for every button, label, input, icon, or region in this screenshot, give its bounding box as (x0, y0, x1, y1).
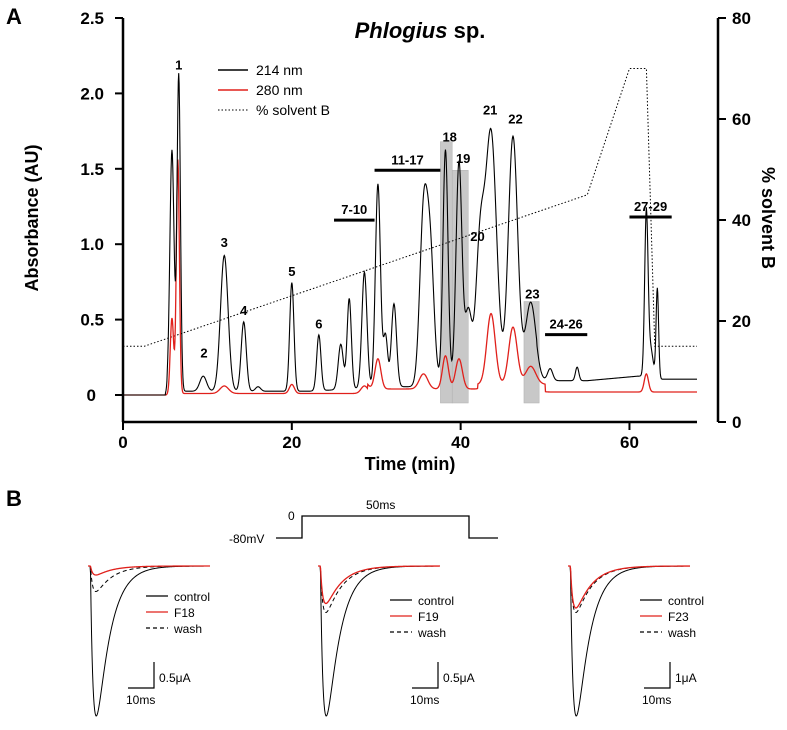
voltage-protocol: -80mV 0 50ms (229, 498, 498, 546)
trace-legend-label: control (418, 594, 454, 608)
legend-label: 280 nm (256, 82, 303, 98)
scale-bar (644, 662, 671, 689)
current-trace-group-3: control F23 wash 1μA 10ms (568, 565, 704, 717)
series-line-280nm (123, 159, 697, 396)
current-trace-group-1: control F18 wash 0.5μA 10ms (88, 565, 210, 717)
peak-label: 4 (240, 303, 248, 318)
series-line-solvent-b (123, 68, 697, 347)
peak-label: 2 (200, 345, 207, 360)
y-tick-label: 1.5 (80, 160, 104, 179)
title-species: Phlogius (355, 18, 448, 43)
shaded-fraction-23 (523, 301, 540, 404)
trace-legend-label: wash (667, 626, 696, 640)
series-line-214nm (123, 73, 697, 396)
range-labels: 7-10 11-17 24-26 27-29 (334, 152, 672, 337)
current-trace-group-2: control F19 wash 0.5μA 10ms (318, 565, 475, 717)
title-suffix: sp. (447, 18, 485, 43)
peak-label: 1 (175, 57, 182, 72)
scale-bar-x-label: 10ms (410, 693, 439, 707)
x-tick-label: 60 (620, 433, 639, 452)
scale-bar-y-label: 0.5μA (159, 671, 191, 685)
trace-legend-label: wash (173, 622, 202, 636)
trace-legend-label: F23 (668, 610, 689, 624)
protocol-step (276, 515, 498, 539)
peak-label: 22 (508, 112, 522, 127)
y-ticks-left: 0 0.5 1.0 1.5 2.0 2.5 (80, 9, 123, 405)
trace-legend-label: control (174, 590, 210, 604)
y2-tick-label: 20 (732, 312, 751, 331)
x-tick-label: 20 (282, 433, 301, 452)
range-label: 27-29 (634, 199, 667, 214)
legend-label: 214 nm (256, 62, 303, 78)
trace-legend-label: F19 (418, 610, 439, 624)
y2-tick-label: 40 (732, 211, 751, 230)
peak-label: 18 (442, 130, 456, 145)
y-ticks-right: 0 20 40 60 80 (718, 9, 751, 432)
y2-axis-label: % solvent B (758, 167, 778, 269)
x-tick-label: 40 (451, 433, 470, 452)
scale-bar-x-label: 10ms (126, 693, 155, 707)
trace-legend-label: F18 (174, 606, 195, 620)
peak-label: 23 (525, 286, 539, 301)
y-tick-label: 1.0 (80, 235, 104, 254)
scale-bar (412, 662, 439, 689)
scale-bar-y-label: 1μA (675, 671, 697, 685)
peak-label: 20 (470, 229, 484, 244)
y2-tick-label: 60 (732, 110, 751, 129)
panel-a-label: A (6, 4, 22, 29)
current-traces: control F18 wash 0.5μA 10ms control F19 wash 0.5… (88, 565, 704, 717)
trace-toxin (318, 565, 440, 605)
scale-bar-x-label: 10ms (642, 693, 671, 707)
y-tick-label: 2.5 (80, 9, 104, 28)
peak-label: 6 (315, 317, 322, 332)
trace-toxin (88, 565, 210, 576)
trace-control (568, 565, 690, 717)
y-tick-label: 0.5 (80, 311, 104, 330)
y-tick-label: 0 (87, 386, 96, 405)
x-tick-label: 0 (118, 433, 127, 452)
peak-label: 19 (456, 151, 470, 166)
peak-label: 5 (288, 264, 295, 279)
panel-b-currents: B -80mV 0 50ms controlF18wash0.5μA10msco… (6, 486, 704, 717)
panel-a-chromatogram: A Phlogius sp. 0 20 40 60 00.51.01.52.02.5 … (6, 4, 778, 474)
trace-legend-label: wash (417, 626, 446, 640)
legend-label: % solvent B (256, 102, 330, 118)
scale-bar-y-label: 0.5μA (443, 671, 475, 685)
panel-b-label: B (6, 486, 22, 511)
range-label: 11-17 (391, 152, 424, 167)
peak-label: 21 (483, 103, 497, 118)
y-axis-label: Absorbance (AU) (22, 144, 42, 291)
trace-legend-label: control (668, 594, 704, 608)
chart-title: Phlogius sp. (355, 18, 486, 43)
y-tick-label: 2.0 (80, 84, 104, 103)
protocol-step-label: 0 (288, 509, 295, 523)
trace-toxin (568, 565, 690, 609)
y2-tick-label: 0 (732, 413, 741, 432)
scale-bar (128, 662, 155, 689)
range-label: 7-10 (341, 202, 367, 217)
axes (121, 18, 720, 424)
range-label: 24-26 (550, 317, 583, 332)
y2-tick-label: 80 (732, 9, 751, 28)
x-axis-label: Time (min) (365, 454, 456, 474)
protocol-hold-label: -80mV (229, 532, 264, 546)
x-ticks: 0 20 40 60 (118, 422, 639, 452)
legend: 214 nm 280 nm % solvent B (218, 62, 330, 118)
peak-label: 3 (221, 235, 228, 250)
protocol-duration-label: 50ms (366, 498, 395, 512)
